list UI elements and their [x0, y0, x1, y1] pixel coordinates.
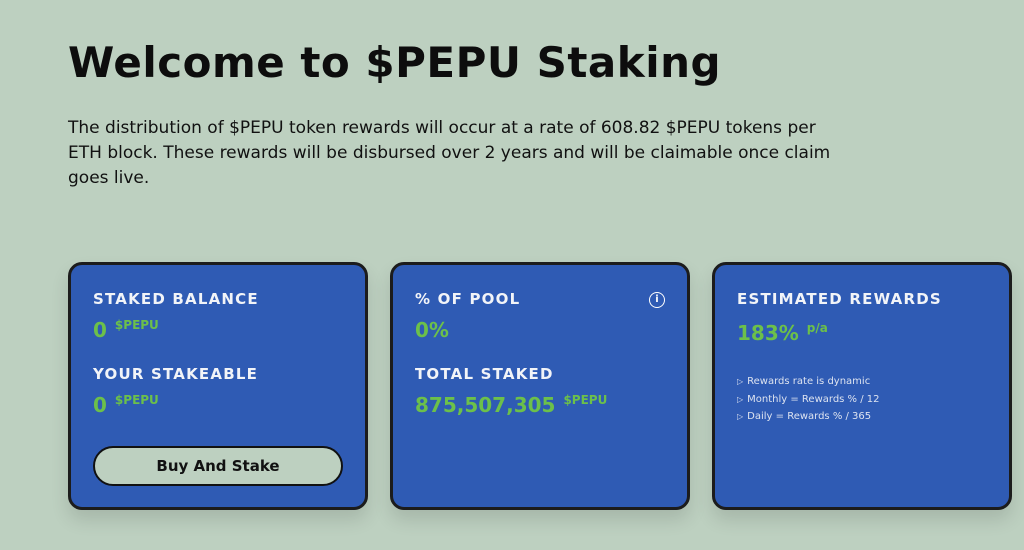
pool-card: % OF POOL i 0% TOTAL STAKED 875,507,305 $…: [390, 262, 690, 510]
card-value: 0%: [415, 318, 449, 342]
value: 875,507,305: [415, 393, 556, 417]
card-label: YOUR STAKEABLE: [93, 365, 259, 383]
rewards-card: ESTIMATED REWARDS 183% p/a Rewards rate i…: [712, 262, 1012, 510]
card-label: TOTAL STAKED: [415, 365, 554, 383]
page-title: Welcome to $PEPU Staking: [68, 38, 722, 87]
value: 0%: [415, 318, 449, 342]
unit: p/a: [806, 321, 828, 335]
card-value: 875,507,305 $PEPU: [415, 393, 607, 417]
unit: $PEPU: [114, 393, 159, 407]
value: 0: [93, 393, 107, 417]
description: The distribution of $PEPU token rewards …: [68, 118, 831, 188]
card-label: ESTIMATED REWARDS: [737, 290, 942, 308]
card-value: 0 $PEPU: [93, 318, 159, 342]
card-value: 183% p/a: [737, 321, 828, 345]
card-label: STAKED BALANCE: [93, 290, 259, 308]
value: 0: [93, 318, 107, 342]
unit: $PEPU: [114, 318, 159, 332]
info-icon[interactable]: i: [649, 292, 665, 308]
note-item: Rewards rate is dynamic: [737, 373, 880, 391]
unit: $PEPU: [563, 393, 608, 407]
notes-list: Rewards rate is dynamicMonthly = Rewards…: [737, 373, 880, 426]
staked-card: STAKED BALANCE 0 $PEPU YOUR STAKEABLE 0 $P…: [68, 262, 368, 510]
card-value: 0 $PEPU: [93, 393, 159, 417]
note-item: Daily = Rewards % / 365: [737, 408, 880, 426]
card-label: % OF POOL: [415, 290, 521, 308]
buy-button[interactable]: Buy And Stake: [93, 446, 343, 486]
note-item: Monthly = Rewards % / 12: [737, 391, 879, 409]
value: 183%: [737, 321, 799, 345]
